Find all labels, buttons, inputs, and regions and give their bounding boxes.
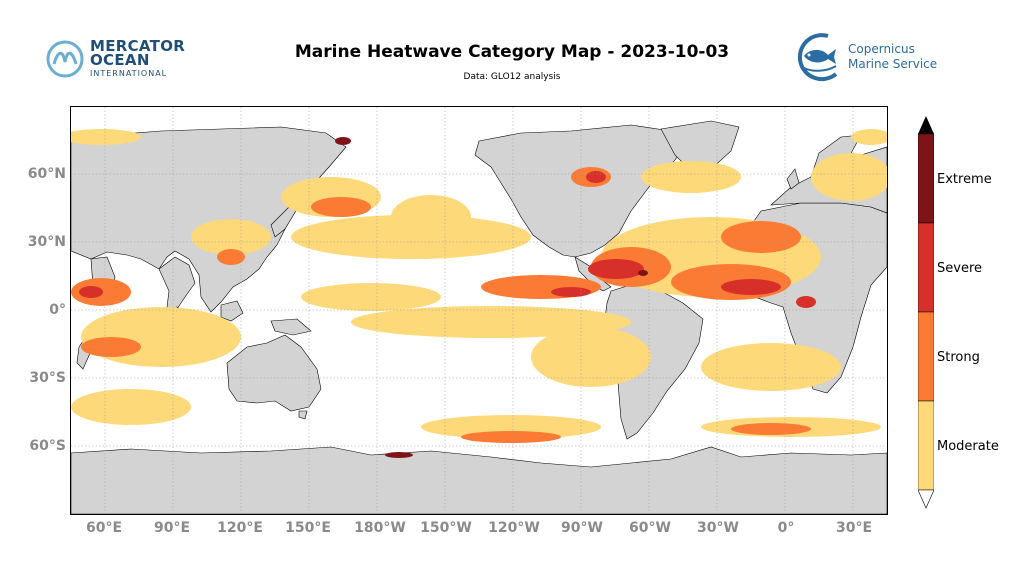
lat-tick-label: 30°S <box>29 370 66 386</box>
lon-tick-label: 180°W <box>354 520 406 536</box>
land-tasmania <box>298 410 308 420</box>
severe-patches <box>79 171 816 308</box>
lon-tick-label: 150°E <box>285 520 331 536</box>
colorbar-strong <box>918 311 934 402</box>
mercator-logo-line1: MERCATOR <box>90 37 186 55</box>
land-new-guinea <box>270 318 312 336</box>
map-subtitle: Data: GLO12 analysis <box>463 72 561 82</box>
lon-tick-label: 120°E <box>217 520 263 536</box>
heatwave-map <box>61 106 891 515</box>
colorbar-top-arrow <box>918 116 934 134</box>
lat-tick-label: 60°N <box>28 166 66 182</box>
map-title: Marine Heatwave Category Map - 2023-10-0… <box>294 42 730 62</box>
mercator-logo-line2: OCEAN <box>90 51 150 69</box>
lon-tick-label: 30°W <box>697 520 739 536</box>
colorbar-label-extreme: Extreme <box>937 172 992 187</box>
lon-tick-label: 90°W <box>561 520 603 536</box>
lon-tick-label: 150°W <box>420 520 472 536</box>
land-australia <box>226 334 322 412</box>
land-north-america <box>474 124 686 258</box>
land-antarctica <box>70 446 888 515</box>
lat-tick-label: 0° <box>49 302 66 318</box>
lat-tick-label: 60°S <box>29 438 66 454</box>
mercator-logo-line3: INTERNATIONAL <box>90 69 168 78</box>
colorbar <box>918 116 934 509</box>
land-eurasia <box>70 126 347 313</box>
copernicus-logo: Copernicus Marine Service <box>792 30 942 84</box>
colorbar-label-severe: Severe <box>937 261 982 276</box>
colorbar-label-moderate: Moderate <box>937 439 999 454</box>
copernicus-logo-line1: Copernicus <box>848 42 915 56</box>
land-greenland <box>660 120 740 172</box>
lat-tick-label: 30°N <box>28 234 66 250</box>
copernicus-logo-line2: Marine Service <box>848 57 938 71</box>
colorbar-label-strong: Strong <box>937 350 980 365</box>
heatwave-layer <box>61 129 891 458</box>
colorbar-severe <box>918 222 934 313</box>
lon-tick-label: 60°W <box>629 520 671 536</box>
colorbar-extreme <box>918 133 934 224</box>
land-indochina <box>158 256 196 313</box>
extreme-patches <box>335 137 648 458</box>
graticule <box>71 107 887 514</box>
copernicus-fish-icon <box>797 33 838 82</box>
land-borneo <box>220 300 244 322</box>
lon-tick-label: 90°E <box>154 520 190 536</box>
mercator-wave-icon <box>46 40 84 78</box>
lon-tick-label: 60°E <box>86 520 122 536</box>
lon-tick-label: 30°E <box>836 520 872 536</box>
mercator-logo: MERCATOR OCEAN INTERNATIONAL <box>46 38 196 82</box>
map-canvas <box>61 107 891 515</box>
lon-tick-label: 120°W <box>488 520 540 536</box>
colorbar-bottom-arrow <box>918 489 934 509</box>
colorbar-moderate <box>918 400 934 491</box>
lon-tick-label: 0° <box>778 520 795 536</box>
